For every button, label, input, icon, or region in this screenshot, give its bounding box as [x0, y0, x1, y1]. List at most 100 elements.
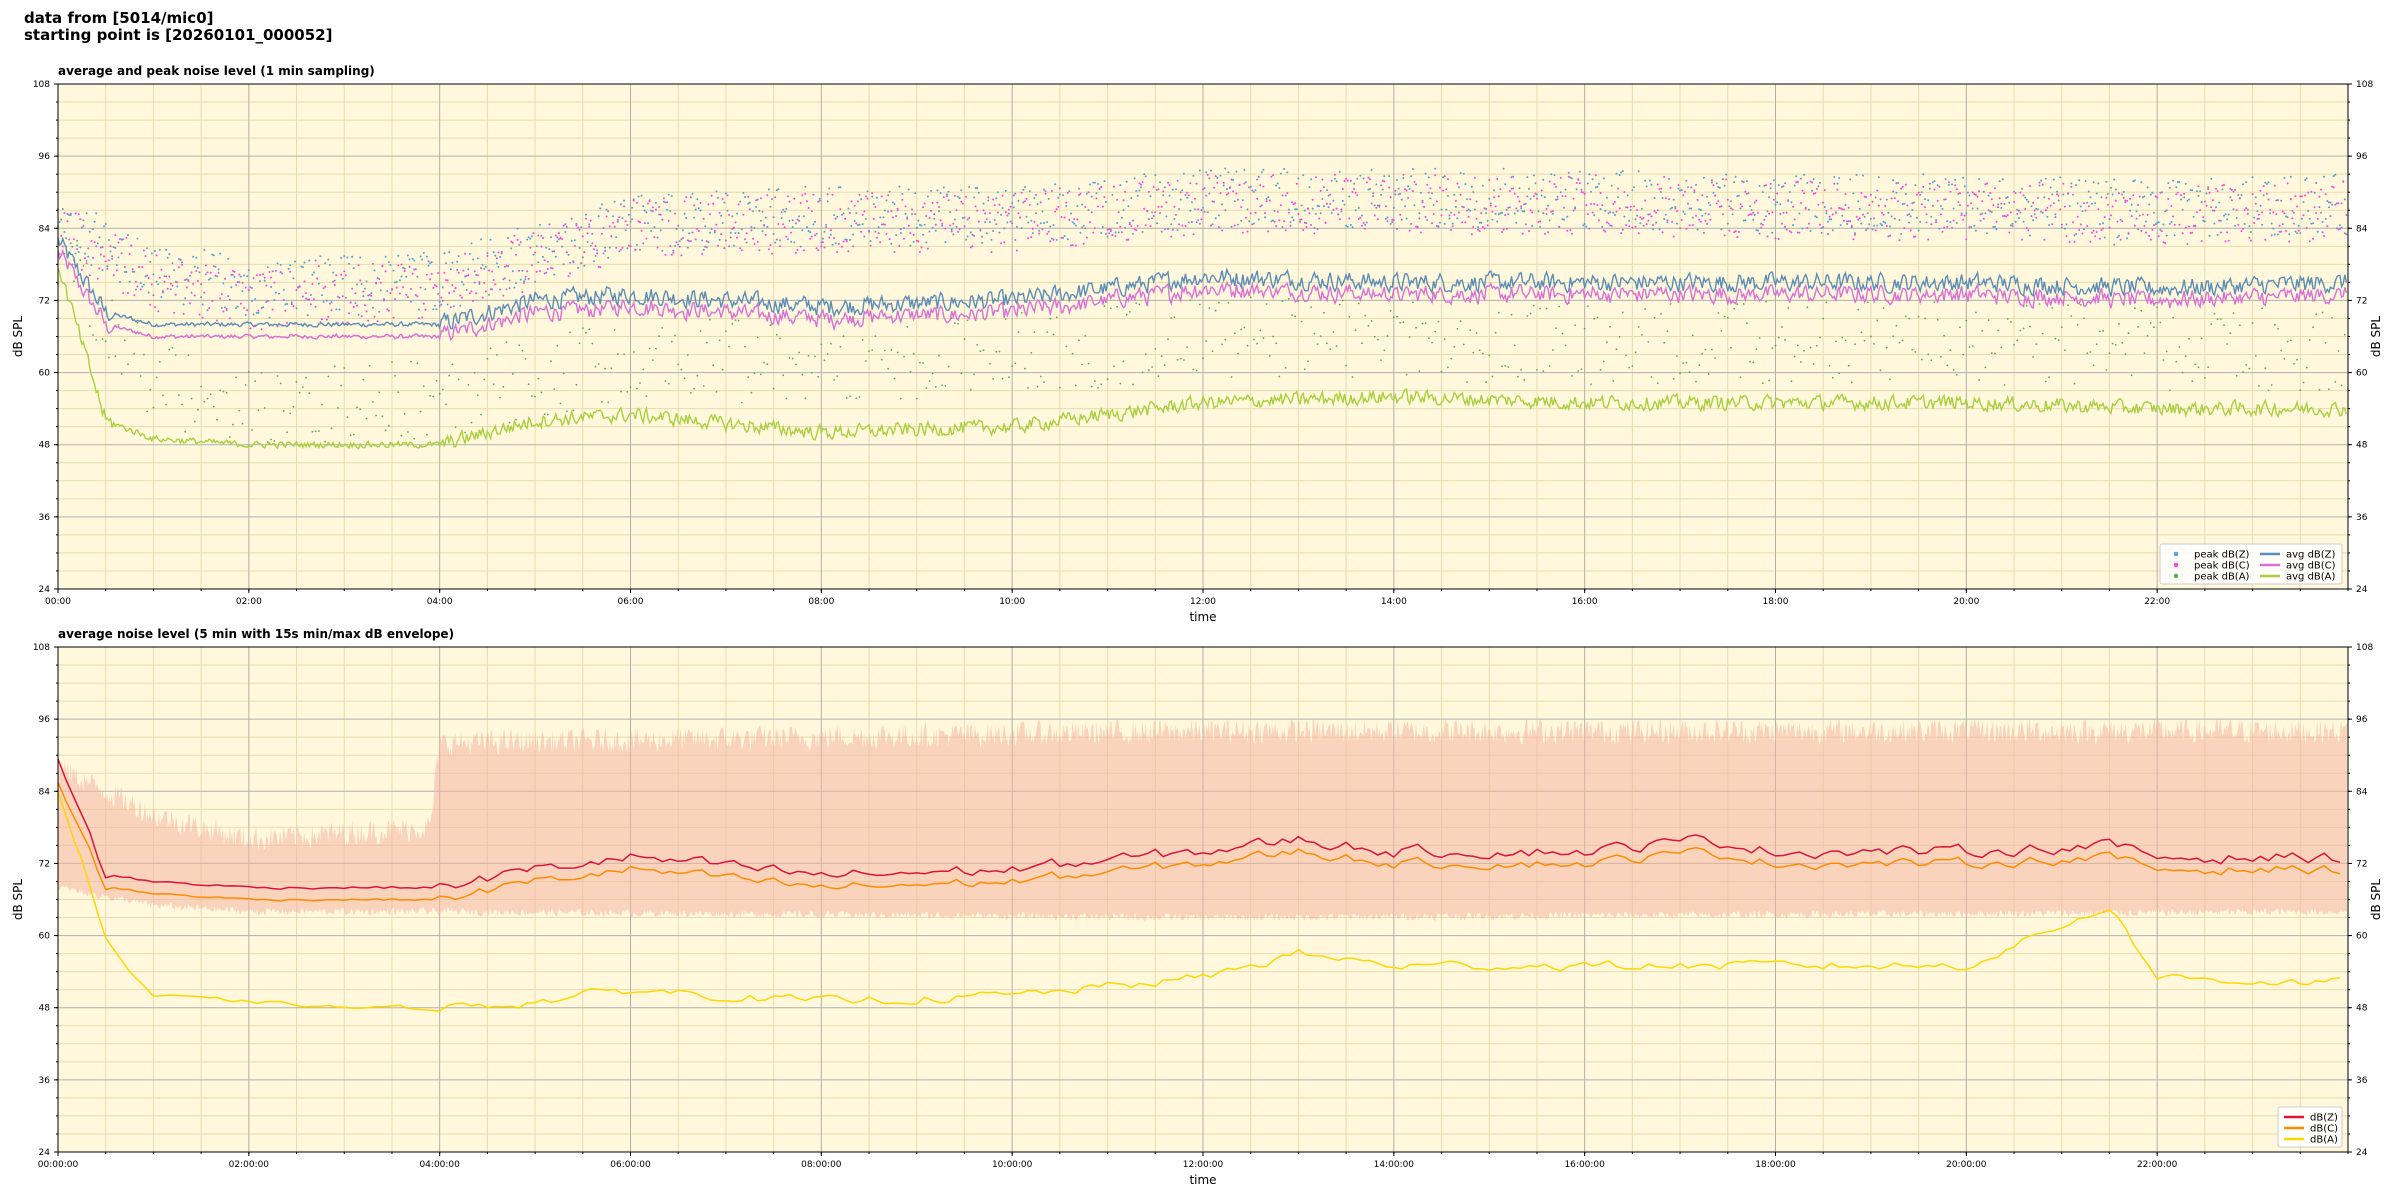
peak-c-point: [1119, 225, 1122, 228]
peak-z-point: [1796, 231, 1799, 234]
peak-a-point: [1978, 379, 1980, 381]
peak-z-point: [1066, 238, 1069, 241]
peak-c-point: [1283, 220, 1286, 223]
peak-c-point: [2202, 216, 2205, 219]
peak-c-point: [1613, 201, 1616, 203]
peak-c-point: [977, 220, 980, 223]
peak-a-point: [473, 372, 476, 374]
peak-z-point: [1415, 183, 1418, 186]
peak-c-point: [1591, 211, 1594, 214]
peak-c-point: [1687, 202, 1689, 205]
peak-a-point: [1329, 348, 1332, 350]
peak-c-point: [1264, 212, 1266, 215]
peak-z-point: [1860, 222, 1863, 225]
peak-c-point: [1343, 180, 1346, 182]
peak-a-point: [1854, 343, 1856, 346]
peak-z-point: [1644, 179, 1647, 182]
peak-c-point: [1284, 229, 1287, 232]
peak-c-point: [1968, 226, 1971, 229]
peak-z-point: [1815, 216, 1818, 219]
peak-a-point: [1742, 303, 1745, 305]
peak-z-point: [1555, 198, 1557, 201]
peak-a-point: [352, 433, 355, 436]
peak-a-point: [2000, 346, 2003, 349]
peak-c-point: [1237, 198, 1239, 201]
peak-c-point: [1951, 226, 1953, 229]
peak-c-point: [1801, 189, 1804, 192]
peak-c-point: [1656, 183, 1659, 186]
peak-z-point: [278, 292, 280, 295]
peak-c-point: [826, 193, 829, 196]
peak-z-point: [2210, 177, 2213, 180]
peak-c-point: [177, 266, 180, 269]
peak-z-point: [1760, 222, 1763, 225]
peak-z-point: [263, 279, 266, 282]
peak-z-point: [1607, 212, 1610, 215]
peak-z-point: [402, 266, 405, 269]
peak-c-point: [1919, 193, 1922, 196]
peak-z-point: [416, 275, 419, 278]
peak-c-point: [134, 280, 137, 283]
peak-a-point: [1733, 307, 1736, 310]
peak-z-point: [925, 241, 928, 244]
peak-z-point: [1275, 184, 1278, 187]
peak-c-point: [981, 235, 983, 238]
peak-a-point: [1106, 378, 1109, 380]
peak-c-point: [833, 236, 836, 239]
peak-z-point: [2312, 222, 2314, 225]
peak-c-point: [2106, 203, 2109, 206]
peak-z-point: [1346, 225, 1349, 228]
peak-c-point: [2024, 208, 2027, 210]
peak-c-point: [1879, 198, 1882, 201]
peak-c-point: [1566, 229, 1569, 232]
peak-z-point: [227, 257, 230, 260]
page-header: data from [5014/mic0] starting point is …: [24, 10, 332, 44]
peak-z-point: [744, 196, 746, 198]
peak-z-point: [764, 216, 767, 219]
peak-c-point: [1462, 206, 1465, 209]
peak-c-point: [2170, 205, 2173, 207]
peak-z-point: [65, 237, 67, 240]
peak-z-point: [456, 260, 459, 263]
peak-z-point: [1505, 208, 1508, 211]
peak-c-point: [2307, 191, 2310, 194]
peak-c-point: [66, 220, 69, 223]
peak-c-point: [1200, 218, 1203, 221]
peak-z-point: [645, 211, 648, 214]
peak-c-point: [176, 281, 179, 284]
peak-z-point: [249, 286, 252, 289]
peak-a-point: [521, 349, 524, 352]
peak-c-point: [1747, 214, 1750, 217]
peak-z-point: [2111, 193, 2114, 196]
peak-c-point: [227, 295, 230, 298]
peak-a-point: [2175, 360, 2178, 363]
peak-a-point: [1892, 335, 1895, 338]
peak-c-point: [1537, 221, 1540, 223]
peak-z-point: [1408, 188, 1411, 190]
peak-c-point: [1567, 175, 1570, 178]
peak-z-point: [1928, 187, 1931, 190]
peak-a-point: [171, 346, 174, 349]
peak-z-point: [806, 226, 808, 229]
peak-a-point: [931, 372, 934, 375]
peak-a-point: [2156, 306, 2159, 309]
peak-z-point: [2001, 178, 2004, 181]
peak-c-point: [1572, 197, 1575, 200]
peak-c-point: [944, 227, 947, 230]
peak-z-point: [2116, 236, 2119, 239]
peak-z-point: [1225, 188, 1228, 190]
peak-c-point: [316, 277, 319, 280]
peak-c-point: [1672, 235, 1675, 238]
peak-z-point: [2272, 227, 2275, 230]
peak-z-point: [1235, 170, 1238, 173]
peak-c-point: [1540, 189, 1543, 192]
peak-a-point: [537, 377, 540, 380]
peak-c-point: [804, 192, 807, 195]
peak-z-point: [2051, 193, 2054, 196]
peak-c-point: [1617, 187, 1620, 190]
peak-c-point: [2071, 221, 2074, 224]
peak-z-point: [1722, 178, 1724, 181]
peak-z-point: [2216, 234, 2219, 236]
peak-c-point: [1057, 205, 1060, 208]
peak-z-point: [779, 239, 781, 242]
